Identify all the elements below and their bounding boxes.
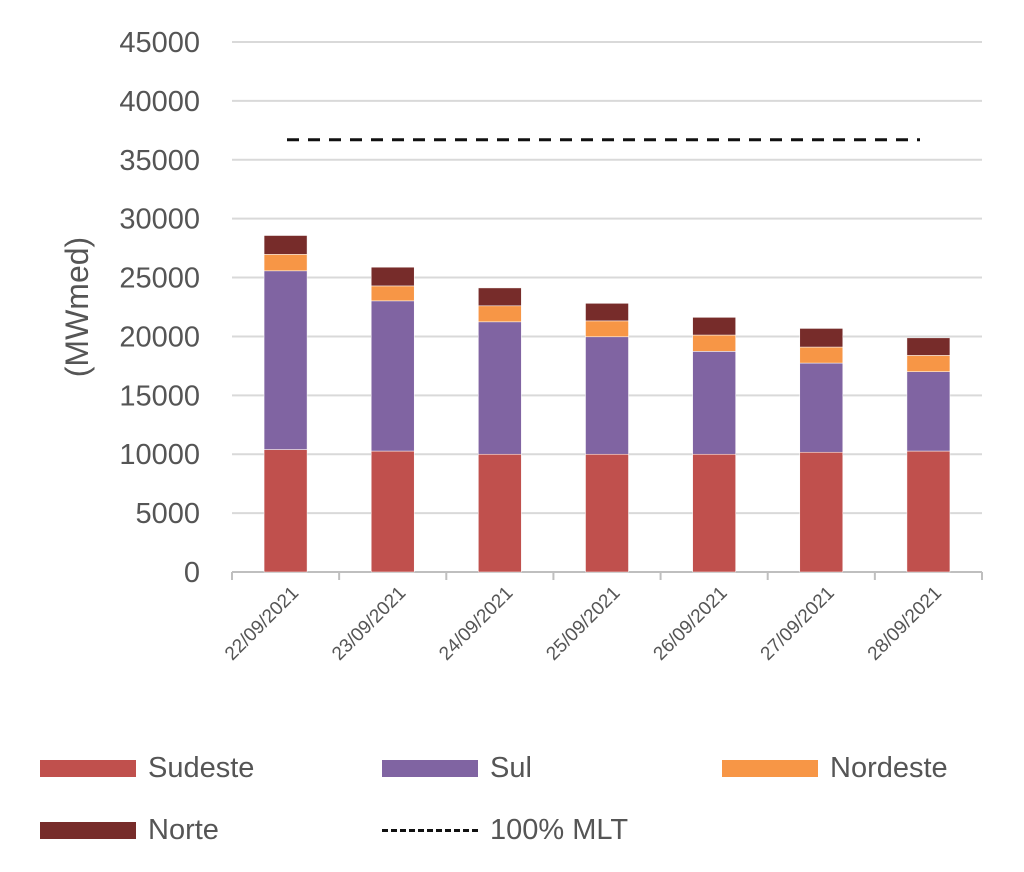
legend-label: Nordeste (830, 752, 948, 784)
legend-nordeste: Nordeste (722, 752, 948, 785)
bar-sudeste (692, 453, 736, 573)
bar-norte (478, 287, 522, 307)
bar-sul (370, 300, 415, 452)
bar-nordeste (799, 346, 844, 364)
bar-nordeste (906, 355, 951, 372)
y-tick-label: 40000 (119, 86, 200, 118)
bar-sudeste (906, 450, 951, 573)
bar-sudeste (370, 450, 415, 573)
y-tick-label: 20000 (119, 321, 200, 353)
y-tick-label: 25000 (119, 263, 200, 295)
x-tick-label: 28/09/2021 (864, 583, 946, 665)
bar-norte (799, 328, 844, 348)
legend-sudeste: Sudeste (40, 752, 254, 785)
bar-sudeste (799, 451, 844, 573)
legend-mlt: 100% MLT (382, 814, 628, 847)
bar-sudeste (478, 453, 522, 573)
bar-sul (906, 371, 951, 452)
bar-norte (370, 266, 415, 287)
bar-norte (906, 337, 951, 356)
x-tick-label: 26/09/2021 (650, 583, 732, 665)
bar-nordeste (692, 334, 736, 352)
y-tick-label: 45000 (119, 27, 200, 59)
stacked-bar-chart: 0 5000 10000 15000 20000 25000 30000 35000 40000… (59, 27, 983, 665)
bar-nordeste (478, 305, 522, 323)
y-axis-label: (MWmed) (59, 237, 95, 377)
y-tick-label: 35000 (119, 145, 200, 177)
legend-swatch-sul (382, 760, 478, 777)
x-tick-label: 25/09/2021 (542, 583, 624, 665)
bar-norte (585, 303, 629, 322)
legend-swatch-nordeste (722, 760, 818, 777)
y-tick-label: 0 (184, 557, 200, 589)
y-tick-label: 15000 (119, 380, 200, 412)
legend-swatch-sudeste (40, 760, 136, 777)
legend-label: Norte (148, 814, 219, 846)
legend-swatch-norte (40, 822, 136, 839)
bar-sul (263, 270, 308, 450)
bar-sul (692, 351, 736, 455)
bar-norte (692, 317, 736, 336)
legend-sul: Sul (382, 752, 532, 785)
bar-sudeste (263, 449, 308, 573)
y-tick-label: 30000 (119, 204, 200, 236)
bar-nordeste (585, 320, 629, 338)
x-tick-label: 24/09/2021 (435, 583, 517, 665)
bar-norte (263, 235, 308, 255)
legend-label: Sul (490, 752, 532, 784)
bar-nordeste (263, 254, 308, 272)
legend-label: Sudeste (148, 752, 255, 784)
y-tick-label: 5000 (135, 498, 200, 530)
bar-sul (799, 362, 844, 453)
bar-sul (585, 336, 629, 455)
y-tick-label: 10000 (119, 439, 200, 471)
x-tick-label: 23/09/2021 (328, 583, 410, 665)
bar-sul (478, 321, 522, 455)
legend-norte: Norte (40, 814, 219, 847)
bar-nordeste (370, 285, 415, 302)
bar-sudeste (585, 453, 629, 573)
legend-dash-mlt (382, 829, 478, 832)
legend-label: 100% MLT (490, 814, 629, 846)
x-tick-label: 22/09/2021 (221, 583, 303, 665)
x-tick-label: 27/09/2021 (757, 583, 839, 665)
